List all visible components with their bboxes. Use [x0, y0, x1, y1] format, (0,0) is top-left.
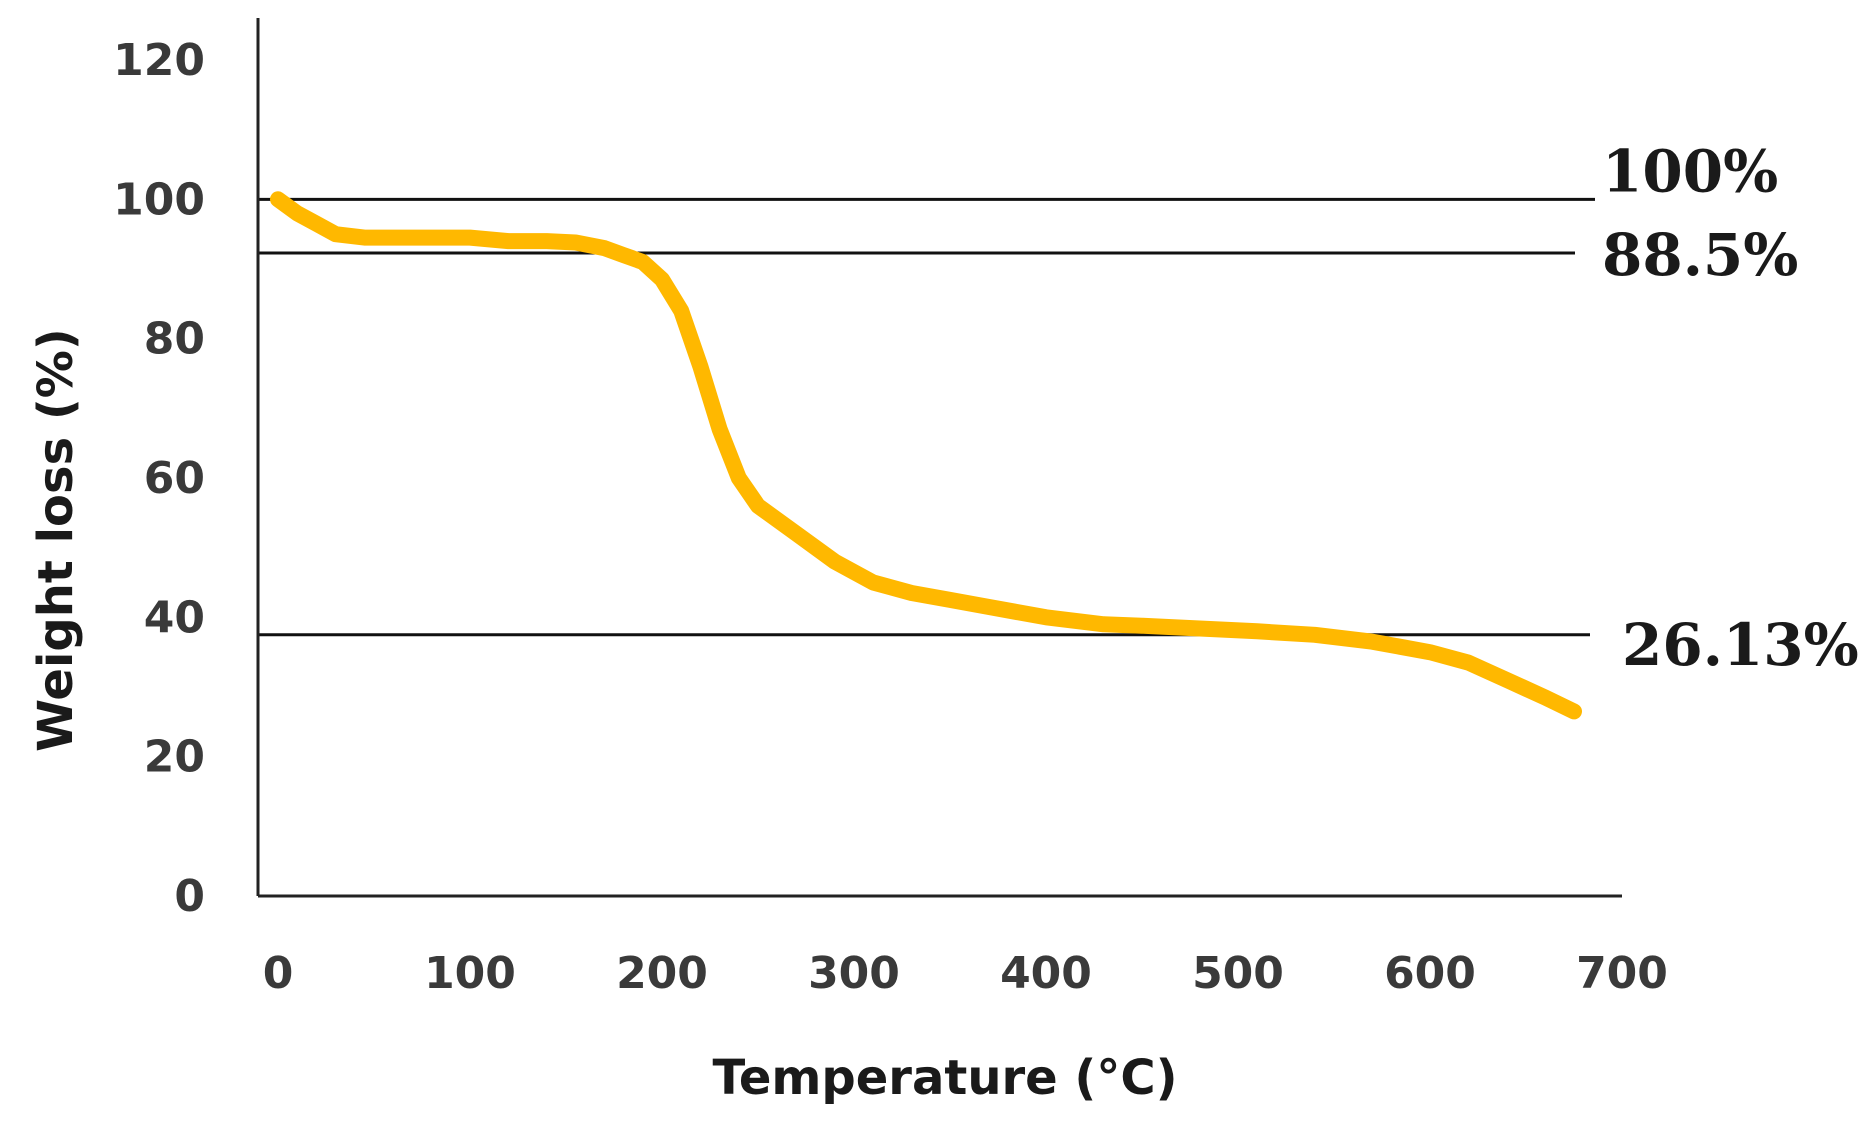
reference-lines: 100% 88.5% 26.13% — [258, 137, 1859, 679]
reference-label: 100% — [1602, 137, 1778, 205]
y-tick-label: 20 — [144, 732, 205, 783]
series-line — [270, 191, 1582, 720]
x-axis-title: Temperature (°C) — [712, 1050, 1177, 1106]
y-tick-label: 80 — [144, 314, 205, 365]
y-tick-label: 120 — [113, 35, 205, 86]
x-tick-label: 500 — [1192, 948, 1284, 999]
x-tick-label: 400 — [1000, 948, 1092, 999]
series-layer — [270, 191, 1582, 720]
x-tick-labels: 0 100 200 300 400 500 600 700 — [263, 948, 1668, 999]
x-tick-label: 100 — [424, 948, 516, 999]
reference-label: 26.13% — [1622, 611, 1859, 679]
axes — [256, 18, 1622, 898]
y-tick-label: 60 — [144, 453, 205, 504]
x-tick-label: 300 — [808, 948, 900, 999]
y-tick-label: 40 — [144, 592, 205, 643]
y-tick-labels: 0 20 40 60 80 100 120 — [113, 35, 205, 922]
y-tick-label: 0 — [174, 871, 205, 922]
y-tick-label: 100 — [113, 174, 205, 225]
reference-label: 88.5% — [1602, 221, 1798, 289]
y-axis-title: Weight loss (%) — [28, 328, 84, 752]
x-tick-label: 700 — [1576, 948, 1668, 999]
x-tick-label: 200 — [616, 948, 708, 999]
x-tick-label: 0 — [263, 948, 294, 999]
x-tick-label: 600 — [1384, 948, 1476, 999]
